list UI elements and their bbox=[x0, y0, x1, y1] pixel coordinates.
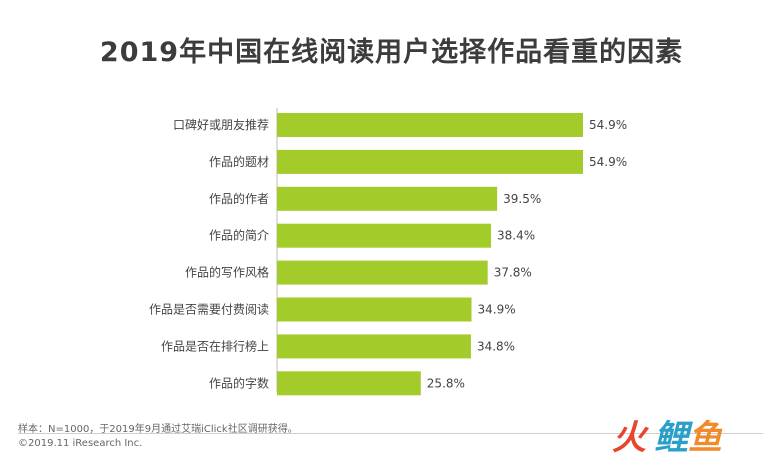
watermark-char-2: 鲤 bbox=[654, 417, 688, 458]
bar bbox=[277, 186, 498, 211]
value-label: 34.8% bbox=[477, 339, 515, 353]
bar bbox=[277, 297, 472, 322]
bar bbox=[277, 223, 492, 248]
value-label: 54.9% bbox=[589, 118, 627, 132]
category-label: 作品的写作风格 bbox=[185, 265, 269, 280]
bar bbox=[277, 260, 488, 285]
footer-copyright: ©2019.11 iResearch Inc. bbox=[18, 438, 143, 449]
bar bbox=[277, 371, 421, 396]
chart-title: 2019年中国在线阅读用户选择作品看重的因素 bbox=[99, 37, 684, 68]
footer-note: 样本：N=1000，于2019年9月通过艾瑞iClick社区调研获得。 bbox=[18, 424, 298, 435]
category-label: 作品是否在排行榜上 bbox=[161, 338, 269, 353]
bar-chart: 口碑好或朋友推荐 54.9% 作品的题材 54.9% 作品的作者 39.5% 作品的简介 38… bbox=[149, 108, 627, 396]
value-label: 54.9% bbox=[589, 155, 627, 169]
watermark-char-3: 鱼 bbox=[688, 417, 722, 458]
bar bbox=[277, 113, 583, 137]
value-label: 38.4% bbox=[497, 229, 535, 243]
category-label: 作品的简介 bbox=[209, 228, 269, 243]
watermark-logo: 火 鲤 鱼 bbox=[612, 410, 777, 458]
category-label: 作品的作者 bbox=[209, 191, 269, 206]
value-label: 25.8% bbox=[427, 376, 465, 390]
bar bbox=[277, 334, 471, 359]
category-label: 作品的字数 bbox=[209, 375, 269, 390]
category-label: 作品是否需要付费阅读 bbox=[149, 303, 269, 317]
footer-divider bbox=[18, 433, 763, 434]
category-label: 口碑好或朋友推荐 bbox=[173, 117, 269, 132]
value-label: 34.9% bbox=[478, 303, 516, 317]
bars-group: 口碑好或朋友推荐 54.9% 作品的题材 54.9% 作品的作者 39.5% 作品的简介 38… bbox=[149, 113, 627, 396]
value-label: 37.8% bbox=[494, 266, 532, 280]
bar bbox=[277, 149, 583, 174]
watermark-char-1: 火 bbox=[612, 417, 646, 458]
category-label: 作品的题材 bbox=[209, 154, 269, 169]
value-label: 39.5% bbox=[503, 192, 541, 206]
